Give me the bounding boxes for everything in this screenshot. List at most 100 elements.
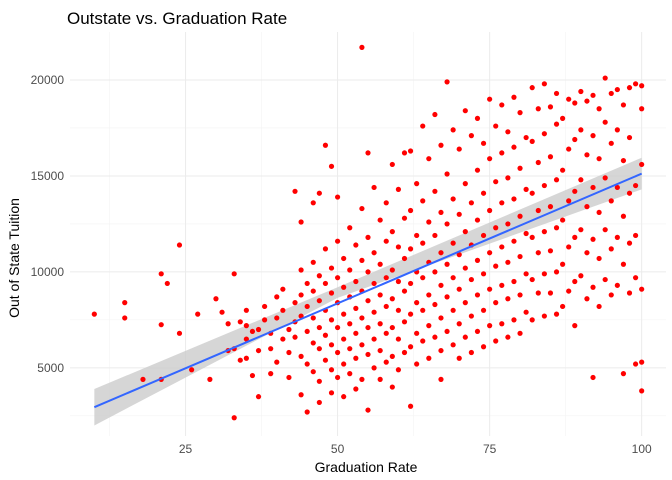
- data-point: [584, 98, 590, 104]
- data-point: [383, 275, 389, 281]
- data-point: [560, 167, 566, 173]
- data-point: [438, 347, 444, 354]
- data-point: [487, 96, 493, 102]
- data-point: [389, 161, 395, 168]
- data-point: [189, 367, 195, 373]
- data-point: [626, 134, 633, 141]
- data-point: [359, 257, 365, 263]
- data-point: [249, 372, 256, 379]
- data-point: [517, 330, 523, 336]
- data-point: [596, 156, 602, 162]
- data-point: [499, 102, 505, 108]
- data-point: [639, 83, 645, 89]
- data-point: [353, 355, 359, 361]
- data-point: [620, 213, 627, 219]
- x-axis-ticks: 25 50 75 100: [179, 442, 652, 456]
- data-point: [438, 142, 444, 148]
- data-point: [292, 188, 298, 194]
- data-point: [91, 311, 97, 317]
- data-point: [407, 148, 414, 154]
- data-point: [122, 315, 128, 321]
- data-point: [365, 298, 371, 304]
- data-point: [231, 415, 237, 421]
- x-tick-label: 75: [483, 442, 497, 456]
- data-point: [262, 317, 268, 323]
- data-point: [547, 248, 554, 254]
- data-point: [572, 278, 578, 285]
- data-point: [420, 275, 426, 281]
- data-point: [383, 303, 389, 310]
- data-point: [626, 85, 633, 91]
- data-point: [268, 371, 274, 377]
- data-point: [474, 115, 481, 121]
- data-point: [304, 361, 310, 367]
- data-point: [639, 161, 645, 168]
- data-point: [620, 157, 627, 164]
- data-point: [420, 240, 426, 246]
- data-point: [389, 353, 395, 359]
- data-point: [371, 184, 377, 191]
- data-point: [450, 342, 456, 348]
- data-point: [377, 347, 383, 354]
- data-point: [316, 190, 322, 196]
- data-point: [438, 250, 444, 256]
- data-point: [529, 85, 535, 91]
- data-point: [572, 100, 578, 106]
- data-point: [420, 307, 426, 313]
- data-point: [298, 392, 304, 398]
- data-point: [639, 286, 645, 292]
- data-point: [316, 346, 322, 352]
- data-point: [626, 240, 633, 246]
- data-point: [596, 255, 602, 262]
- data-point: [505, 175, 511, 181]
- data-point: [219, 309, 225, 315]
- data-point: [389, 229, 395, 235]
- data-point: [493, 123, 499, 129]
- data-point: [334, 275, 341, 281]
- data-point: [401, 288, 408, 294]
- data-point: [401, 349, 408, 356]
- data-point: [596, 209, 602, 216]
- chart-title: Outstate vs. Graduation Rate: [67, 9, 287, 28]
- data-point: [480, 344, 487, 350]
- data-point: [347, 225, 353, 231]
- data-point: [371, 309, 377, 315]
- confidence-band-area: [94, 157, 642, 426]
- data-point: [310, 259, 316, 265]
- data-point: [547, 204, 554, 210]
- data-point: [450, 275, 456, 281]
- data-point: [456, 286, 462, 292]
- data-point: [493, 338, 499, 344]
- data-point: [517, 292, 523, 298]
- data-point: [541, 271, 547, 277]
- data-point: [590, 284, 596, 290]
- data-point: [426, 219, 432, 225]
- y-axis-title: Out of State Tuition: [6, 198, 22, 318]
- data-point: [371, 250, 377, 256]
- data-point: [444, 171, 450, 177]
- data-point: [499, 282, 505, 288]
- data-point: [511, 278, 517, 285]
- data-point: [347, 346, 353, 352]
- data-point: [456, 355, 462, 361]
- data-point: [547, 104, 554, 110]
- data-point: [341, 255, 347, 262]
- data-point: [328, 390, 335, 396]
- data-point: [523, 134, 529, 141]
- data-point: [395, 244, 402, 250]
- data-point: [274, 359, 280, 365]
- data-point: [395, 307, 402, 313]
- data-point: [322, 357, 329, 363]
- data-point: [164, 280, 170, 287]
- data-point: [456, 146, 462, 152]
- data-point: [377, 261, 383, 267]
- data-point: [578, 227, 584, 233]
- data-point: [389, 296, 395, 302]
- data-point: [432, 188, 438, 194]
- data-point: [566, 198, 572, 204]
- data-point: [547, 290, 554, 296]
- data-point: [298, 219, 304, 225]
- data-point: [420, 123, 426, 129]
- data-point: [614, 86, 620, 93]
- data-point: [523, 186, 529, 192]
